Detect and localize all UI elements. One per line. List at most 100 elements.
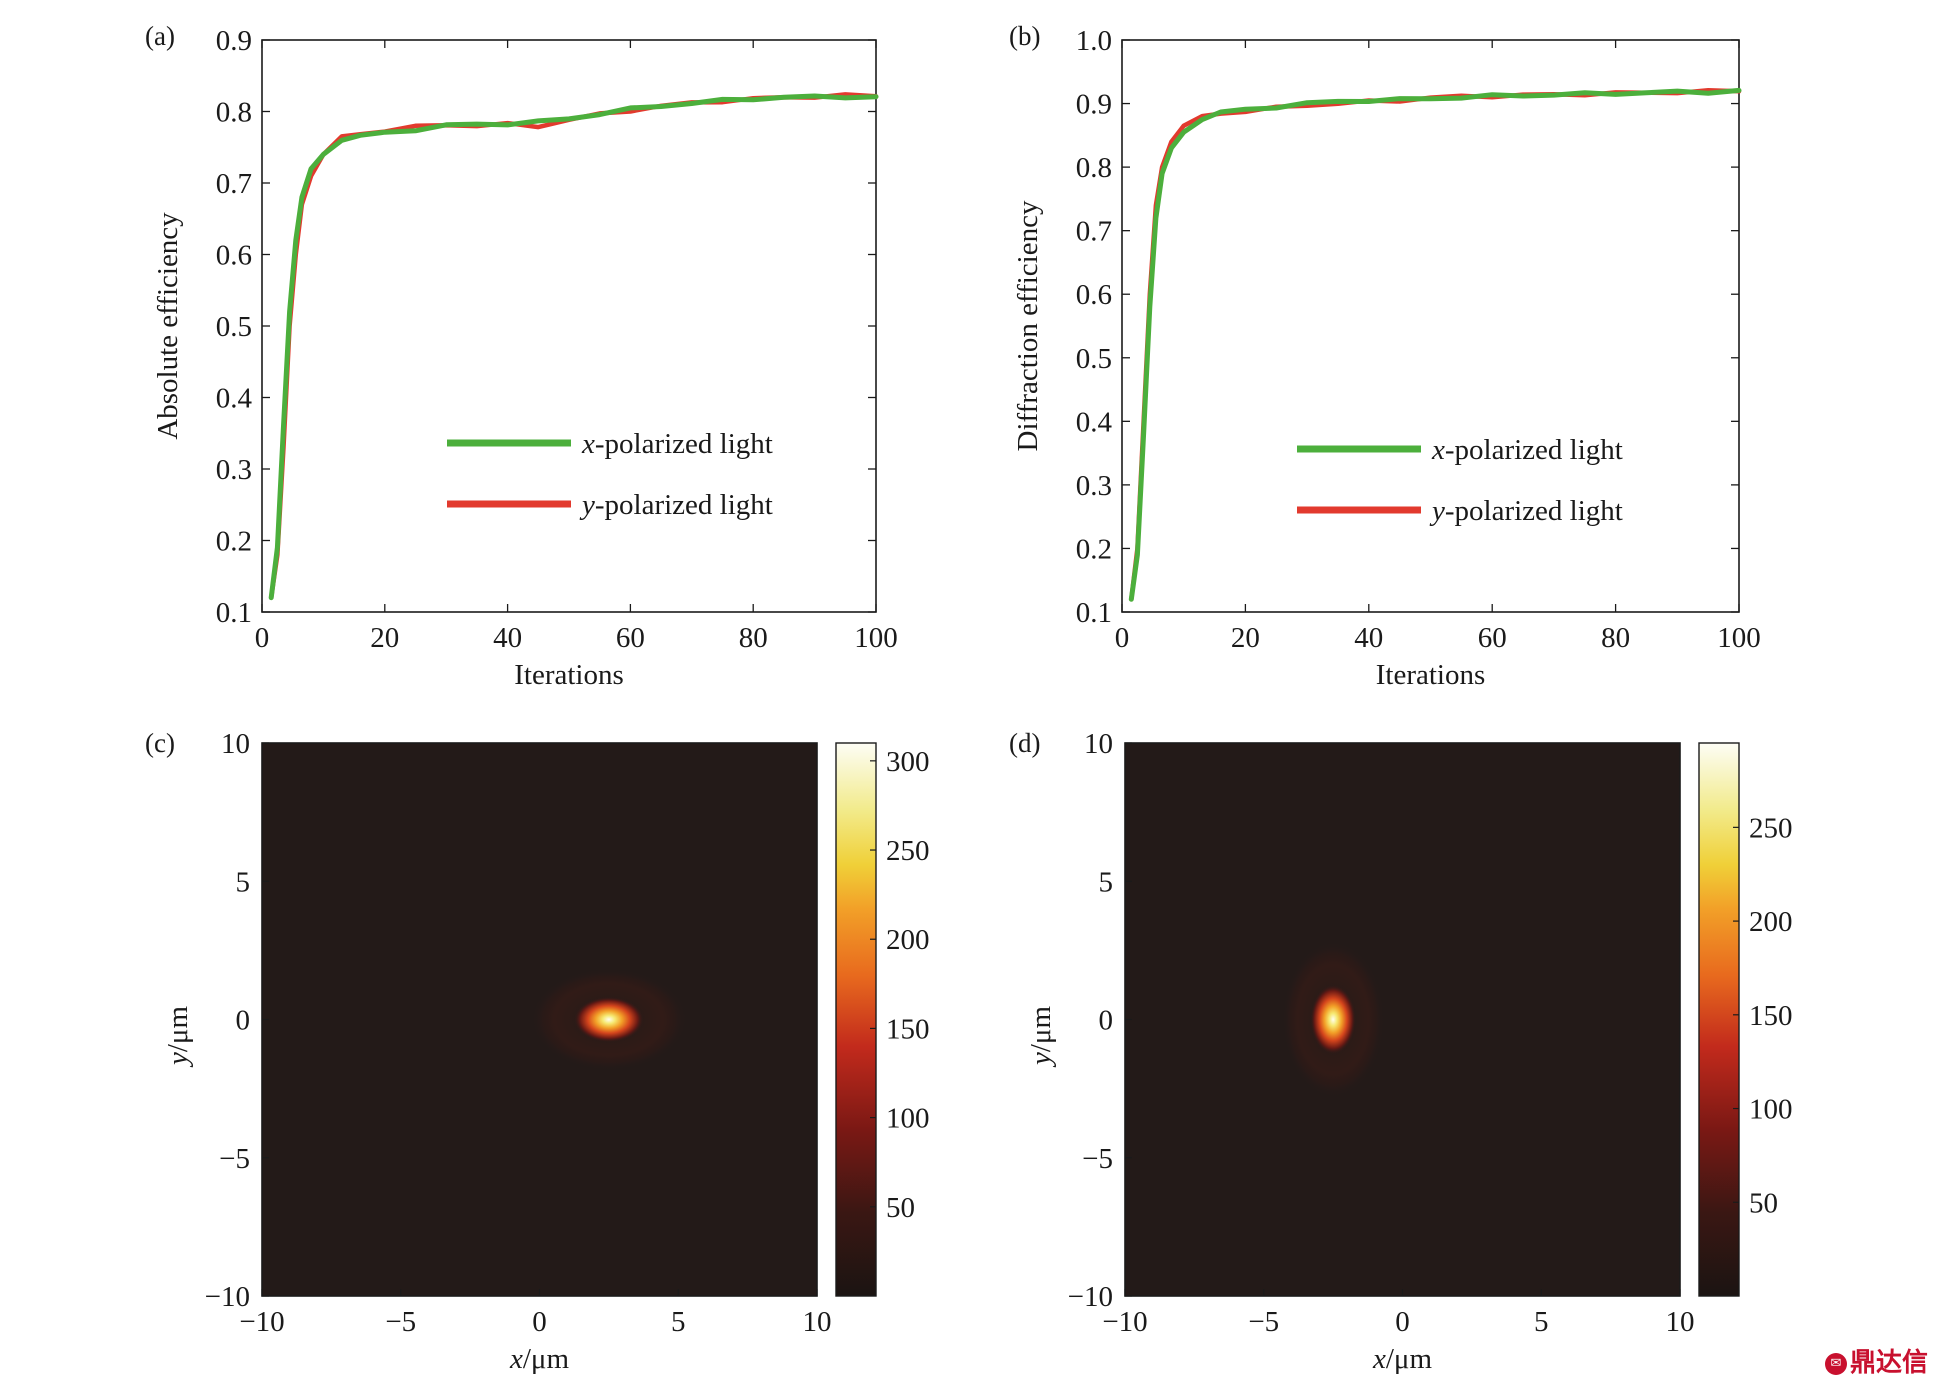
series-line-x-polarized — [1128, 87, 1742, 602]
x-tick-label: −5 — [1248, 1306, 1279, 1338]
y-tick-label: 0.8 — [1076, 152, 1112, 184]
x-tick-label: 10 — [1666, 1306, 1695, 1338]
panel-c-heatmap: −10 −5 0 5 10−10−50510x/μmy/μm50100150200250… — [145, 728, 930, 1375]
y-axis-label: y/μm — [162, 1006, 194, 1068]
heatmap-background — [1124, 742, 1681, 1297]
y-tick-label: 0.3 — [216, 454, 252, 486]
focal-spot — [573, 996, 644, 1043]
focal-spot — [1310, 984, 1357, 1055]
x-axis-label: x/μm — [509, 1343, 569, 1375]
y-tick-label: 0 — [1099, 1005, 1114, 1037]
y-tick-label: 0.7 — [1076, 216, 1112, 248]
x-tick-label: 0 — [532, 1306, 547, 1338]
x-axis-label-var: x — [509, 1343, 523, 1375]
y-tick-label: −5 — [1082, 1143, 1113, 1175]
legend-label-var: y — [579, 489, 595, 521]
colorbar — [835, 742, 877, 1297]
y-axis-label-var: y — [162, 1052, 194, 1068]
legend-label-var: y — [1429, 495, 1445, 527]
y-tick-label: 0.3 — [1076, 470, 1112, 502]
y-tick-label: 0.7 — [216, 168, 252, 200]
colorbar-tick-label: 100 — [886, 1103, 930, 1135]
x-tick-label: 10 — [803, 1306, 832, 1338]
y-tick-label: 0.8 — [216, 97, 252, 129]
colorbar-tick-label: 100 — [1749, 1094, 1793, 1126]
y-axis-label: Absolute efficiency — [152, 212, 184, 440]
legend-label-text: -polarized light — [1445, 495, 1623, 527]
x-tick-label: 80 — [1601, 622, 1630, 654]
panel-label: (a) — [145, 21, 175, 51]
legend-label-x: x-polarized light — [581, 428, 773, 460]
x-tick-label: 0 — [255, 622, 270, 654]
colorbar-tick-label: 250 — [886, 835, 930, 867]
legend-label-text: -polarized light — [595, 489, 773, 521]
colorbar-tick-label: 150 — [1749, 1000, 1793, 1032]
legend-label-var: x — [1431, 434, 1445, 466]
y-axis-label: y/μm — [1025, 1006, 1057, 1068]
colorbar-tick-label: 200 — [886, 924, 930, 956]
x-axis-label: Iterations — [514, 659, 624, 691]
y-tick-label: 0.5 — [216, 311, 252, 343]
y-axis-label-var: y — [1025, 1052, 1057, 1068]
watermark: ✉ 鼎达信 — [1824, 1342, 1928, 1379]
x-tick-label: 60 — [1478, 622, 1507, 654]
legend-label-y: y-polarized light — [579, 489, 773, 521]
legend-label-y: y-polarized light — [1429, 495, 1623, 527]
watermark-text: 鼎达信 — [1849, 1348, 1928, 1378]
colorbar-tick-label: 50 — [886, 1192, 915, 1224]
colorbar-tick-label: 250 — [1749, 812, 1793, 844]
x-axis-label-var: x — [1372, 1343, 1386, 1375]
y-tick-label: −5 — [219, 1143, 250, 1175]
x-axis-label: x/μm — [1372, 1343, 1432, 1375]
y-tick-label: 0.5 — [1076, 343, 1112, 375]
x-tick-label: 20 — [1231, 622, 1260, 654]
y-tick-label: 5 — [236, 866, 251, 898]
y-tick-label: −10 — [205, 1281, 250, 1313]
x-tick-label: 5 — [671, 1306, 686, 1338]
x-axis-label: Iterations — [1376, 659, 1486, 691]
x-tick-label: 40 — [1354, 622, 1383, 654]
y-tick-label: 0.6 — [216, 240, 252, 272]
x-tick-label: 0 — [1115, 622, 1130, 654]
y-tick-label: −10 — [1068, 1281, 1113, 1313]
x-tick-label: 5 — [1534, 1306, 1549, 1338]
x-tick-label: 20 — [370, 622, 399, 654]
y-tick-label: 0.9 — [1076, 89, 1112, 121]
x-tick-label: −10 — [239, 1306, 284, 1338]
x-tick-label: 60 — [616, 622, 645, 654]
colorbar — [1698, 742, 1740, 1297]
y-tick-label: 0.1 — [216, 597, 252, 629]
y-tick-label: 0.2 — [1076, 533, 1112, 565]
legend-label-text: -polarized light — [1445, 434, 1623, 466]
series-line-x-polarized — [268, 93, 879, 601]
panel-a-line-chart: 0 20 40 60 80 100 0.1 0.2 0.3 0.4 0.5 0.6 0.7 0.8 0.9 I… — [145, 21, 898, 691]
panel-d-heatmap: −10 −5 0 5 10−10−50510x/μmy/μm50100150200250… — [1009, 728, 1793, 1375]
y-tick-label: 10 — [1084, 728, 1113, 760]
panel-label: (b) — [1009, 21, 1040, 51]
y-tick-label: 0.1 — [1076, 597, 1112, 629]
y-axis-label-unit: /μm — [1025, 1006, 1057, 1053]
x-tick-label: 100 — [1717, 622, 1761, 654]
panel-label: (c) — [145, 728, 175, 758]
y-tick-label: 0 — [236, 1005, 251, 1037]
colorbar-tick-label: 50 — [1749, 1187, 1778, 1219]
legend-label-x: x-polarized light — [1431, 434, 1623, 466]
y-tick-label: 0.6 — [1076, 279, 1112, 311]
y-tick-label: 1.0 — [1076, 25, 1112, 57]
panel-label: (d) — [1009, 728, 1040, 758]
x-tick-label: 40 — [493, 622, 522, 654]
panel-b-line-chart: 0 20 40 60 80 100 0.1 0.2 0.3 0.4 0.5 0.6 0.7 0.8 0.9 1… — [1009, 21, 1761, 691]
y-axis-label-unit: /μm — [162, 1006, 194, 1053]
x-tick-label: −10 — [1102, 1306, 1147, 1338]
x-axis-label-unit: /μm — [1386, 1343, 1433, 1375]
legend-label-text: -polarized light — [595, 428, 773, 460]
watermark-logo-icon: ✉ — [1824, 1352, 1847, 1375]
y-axis-label: Diffraction efficiency — [1012, 200, 1044, 451]
y-tick-label: 10 — [221, 728, 250, 760]
y-tick-label: 0.4 — [1076, 406, 1113, 438]
y-tick-label: 0.4 — [216, 383, 253, 415]
legend-label-var: x — [581, 428, 595, 460]
x-tick-label: 0 — [1395, 1306, 1410, 1338]
colorbar-tick-label: 300 — [886, 746, 930, 778]
